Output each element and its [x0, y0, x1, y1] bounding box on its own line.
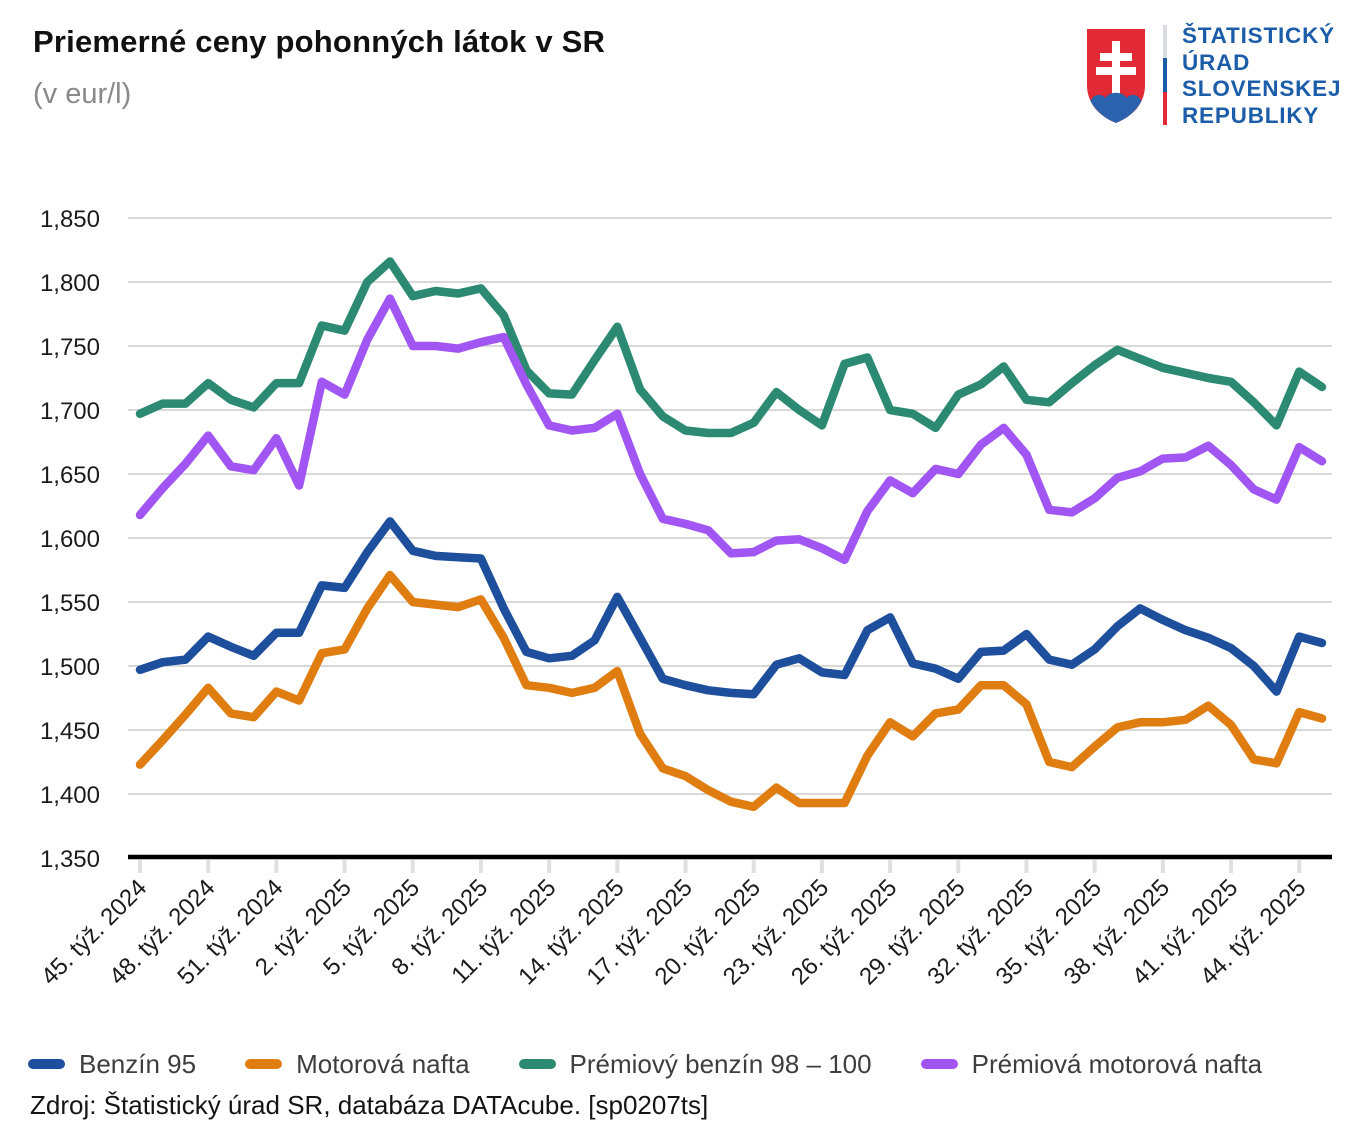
statistical-office-logo: ŠTATISTICKÝ ÚRAD SLOVENSKEJ REPUBLIKY	[1085, 22, 1341, 129]
legend-item-benz-n-95: Benzín 95	[28, 1049, 196, 1080]
chart-plot-area: 1,850 1,800 1,750 1,700 1,650 1,600 1,550 1,500…	[36, 206, 1332, 990]
y-tick-label: 1,800	[40, 270, 100, 297]
y-tick-label: 1,400	[40, 782, 100, 809]
logo-line-1: ŠTATISTICKÝ	[1182, 23, 1335, 48]
logo-line-2: ÚRAD	[1182, 49, 1251, 75]
logo-line-3: SLOVENSKEJ	[1182, 76, 1342, 101]
legend-item-pr-miov-benz-n-98-100: Prémiový benzín 98 – 100	[518, 1048, 872, 1080]
legend-swatch-motorov-nafta	[245, 1059, 283, 1069]
legend-swatch-pr-miov-benz-n-98-100	[518, 1059, 556, 1069]
logo-wordmark: ŠTATISTICKÝ ÚRAD SLOVENSKEJ REPUBLIKY	[1182, 23, 1341, 129]
legend-label-pr-miov-benz-n-98-100: Prémiový benzín 98 – 100	[569, 1048, 872, 1079]
legend-swatch-benz-n-95	[28, 1059, 65, 1069]
y-tick-label: 1,750	[40, 334, 100, 361]
logo-line-4: REPUBLIKY	[1182, 102, 1320, 128]
legend-label-benz-n-95: Benzín 95	[79, 1048, 197, 1079]
legend-item-motorov-nafta: Motorová nafta	[245, 1048, 470, 1080]
series-line-pr-miov-motorov-nafta	[135, 294, 1327, 565]
page-title: Priemerné ceny pohonných látok v SR	[33, 24, 606, 59]
logo-flag-divider	[1163, 25, 1167, 125]
legend-label-pr-miov-motorov-nafta: Prémiová motorová nafta	[971, 1048, 1263, 1079]
slovak-coat-of-arms-icon	[1087, 29, 1145, 123]
series-line-motorov-nafta	[135, 570, 1327, 812]
y-tick-label: 1,350	[40, 846, 100, 873]
legend-item-pr-miov-motorov-nafta: Prémiová motorová nafta	[920, 1048, 1263, 1080]
y-tick-label: 1,500	[40, 654, 100, 681]
chart-legend: Benzín 95 Motorová nafta Prémiový benzín 9…	[28, 1046, 1311, 1082]
fuel-price-line-chart: 1,850 1,800 1,750 1,700 1,650 1,600 1,550 1,500…	[36, 206, 1332, 990]
legend-swatch-pr-miov-motorov-nafta	[920, 1059, 958, 1069]
y-tick-label: 1,650	[40, 462, 100, 489]
y-tick-label: 1,600	[40, 526, 100, 553]
y-tick-label: 1,850	[40, 206, 100, 233]
source-note: Zdroj: Štatistický úrad SR, databáza DAT…	[30, 1090, 709, 1120]
series-line-benz-n-95	[135, 517, 1327, 699]
y-tick-label: 1,700	[40, 398, 100, 425]
y-tick-label: 1,550	[40, 590, 100, 617]
series-line-pr-miov-benz-n-98-100	[135, 257, 1327, 438]
legend-label-motorov-nafta: Motorová nafta	[296, 1048, 470, 1079]
page-subtitle-unit: (v eur/l)	[33, 78, 132, 110]
y-tick-label: 1,450	[40, 718, 100, 745]
